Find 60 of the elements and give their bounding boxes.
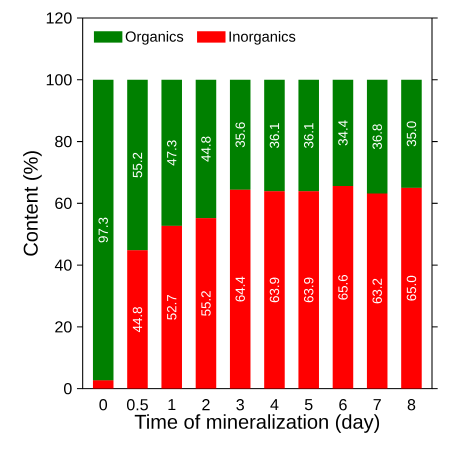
bar <box>230 190 250 389</box>
data-label: 55.2 <box>201 291 211 316</box>
data-label: 97.3 <box>98 218 108 242</box>
bar <box>332 186 354 389</box>
bar <box>196 218 216 389</box>
data-label: 47.3 <box>167 140 176 166</box>
bar <box>264 191 285 389</box>
bar <box>366 80 388 194</box>
bar <box>161 80 182 226</box>
y-tick-label: 60 <box>55 198 72 209</box>
bar <box>92 80 114 380</box>
legend-label: Organics <box>126 31 184 45</box>
y-tick-label: 120 <box>46 12 72 24</box>
bar <box>264 80 285 192</box>
data-label: 34.4 <box>338 120 348 146</box>
bar <box>230 80 250 190</box>
x-tick-label: 1 <box>168 399 176 410</box>
y-tick-label: 40 <box>54 259 72 271</box>
data-label: 52.7 <box>167 294 176 320</box>
data-label: 65.6 <box>338 274 348 300</box>
bar <box>401 188 422 389</box>
x-tick-label: 3 <box>236 399 244 410</box>
x-tick-label: 2 <box>202 399 210 410</box>
bar <box>298 191 319 389</box>
bar <box>92 380 114 389</box>
y-tick-label: 100 <box>46 74 72 86</box>
x-tick-label: 5 <box>304 399 312 410</box>
x-tick-label: 0.5 <box>126 399 148 410</box>
data-label: 44.8 <box>132 307 142 332</box>
data-label: 35.0 <box>406 121 416 146</box>
data-label: 35.6 <box>235 122 245 148</box>
y-tick-label: 0 <box>64 382 72 394</box>
bar <box>366 193 388 389</box>
data-label: 63.9 <box>304 278 314 302</box>
data-label: 44.8 <box>201 136 211 162</box>
data-label: 63.2 <box>372 278 382 304</box>
y-tick-label: 80 <box>55 136 72 148</box>
x-tick-label: 6 <box>339 399 347 410</box>
data-label: 63.9 <box>270 278 280 302</box>
x-tick-label: 7 <box>374 399 381 410</box>
data-label: 55.2 <box>132 152 142 178</box>
y-axis-title: Content (%) <box>23 151 42 256</box>
bar <box>127 80 148 250</box>
legend-label: Inorganics <box>230 31 296 45</box>
data-label: 65.0 <box>406 276 416 301</box>
bar <box>127 250 148 389</box>
bar <box>332 80 354 186</box>
data-label: 36.1 <box>270 123 280 148</box>
x-tick-label: 0 <box>99 399 108 410</box>
data-label: 36.8 <box>372 124 382 150</box>
y-tick-label: 20 <box>55 321 72 333</box>
bar <box>161 226 182 389</box>
bar <box>196 80 216 218</box>
data-label: 36.1 <box>304 123 314 148</box>
x-tick-label: 4 <box>270 399 278 410</box>
bar <box>401 80 422 188</box>
x-axis-title: Time of mineralization (day) <box>134 414 380 433</box>
data-label: 64.4 <box>235 276 245 302</box>
bar <box>298 80 319 192</box>
x-tick-label: 8 <box>408 399 416 410</box>
